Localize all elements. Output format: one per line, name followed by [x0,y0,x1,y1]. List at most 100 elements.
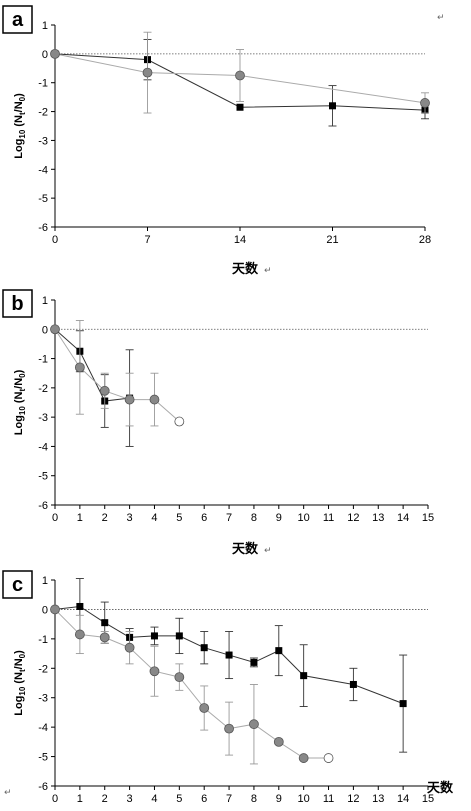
data-point-square [225,651,233,659]
series-line [54,328,130,402]
data-point-square [275,647,283,655]
panel-label: c [12,574,23,596]
data-point-square [349,680,357,688]
data-point-circle [50,604,60,615]
y-tick-label: -1 [38,78,48,90]
x-tick-label: 11 [323,512,334,524]
data-point-square [236,103,244,111]
y-tick-label: -4 [38,164,48,176]
return-mark: ↵ [437,13,445,23]
data-point-square [150,632,158,640]
y-tick-label: 0 [42,49,48,61]
data-point-circle [149,394,160,405]
data-point-circle [124,394,135,405]
x-tick-label: 14 [397,512,409,524]
panel-label: b [11,293,23,315]
y-tick-label: -3 [38,412,48,424]
y-tick-label: 1 [42,20,48,32]
panel-label: a [12,9,24,31]
data-point-circle [74,629,85,640]
data-point-circle [50,48,60,59]
x-tick-label: 11 [323,793,334,805]
x-tick-label: 6 [201,793,207,805]
data-point-open-circle [323,753,334,763]
x-tick-label: 4 [151,793,157,805]
y-axis-label: Log10 (Nt/N0) [13,93,27,159]
x-tick-label: 2 [102,512,108,524]
x-tick-label: 9 [276,793,282,805]
data-point-circle [273,736,284,747]
series-line [54,609,329,759]
y-tick-label: -2 [38,383,48,395]
x-axis-label: 天数 [427,780,454,796]
x-tick-label: 8 [251,512,257,524]
data-point-square [329,102,336,110]
x-tick-label: 14 [234,234,246,246]
x-tick-label: 21 [326,234,338,246]
data-point-circle [224,723,234,734]
y-tick-label: -5 [38,471,48,483]
x-tick-label: 1 [77,512,83,524]
x-axis-label: 天数 [232,261,259,277]
y-tick-label: 1 [42,295,48,307]
data-point-circle [149,666,160,677]
x-tick-label: 2 [102,793,108,805]
panel-label-box [2,5,33,34]
panel-label-box [2,289,33,318]
data-point-circle [199,703,210,713]
data-point-square [101,619,109,627]
data-point-circle [74,362,85,373]
y-axis-label: Log10 (Nt/N0) [13,650,27,716]
y-tick-label: -5 [38,752,48,764]
y-axis-label: Log10 (Nt/N0) [13,369,27,435]
data-point-circle [249,719,259,730]
y-tick-label: -1 [38,354,48,366]
x-tick-label: 0 [52,793,58,805]
x-tick-label: 3 [127,793,133,805]
y-tick-label: -2 [38,663,48,675]
y-tick-label: -3 [38,135,48,147]
x-tick-label: 28 [419,234,431,246]
data-point-circle [235,70,245,81]
x-tick-label: 1 [77,793,83,805]
x-tick-label: 6 [201,512,207,524]
x-tick-label: 9 [276,512,282,524]
x-tick-label: 13 [372,512,384,524]
data-point-circle [124,642,135,653]
data-point-square [200,644,208,652]
data-point-square [300,672,308,680]
x-tick-label: 0 [52,512,58,524]
return-mark: ↵ [264,546,272,556]
x-tick-label: 7 [226,793,232,805]
x-tick-label: 14 [397,793,409,805]
data-point-circle [99,385,110,396]
x-tick-label: 15 [422,512,434,524]
y-tick-label: -5 [38,193,48,205]
return-mark: ↵ [4,788,12,798]
data-point-circle [99,632,110,643]
x-tick-label: 7 [226,512,232,524]
y-tick-label: -2 [38,107,48,119]
series-line [54,329,180,422]
data-point-square [399,700,407,708]
data-point-circle [420,98,430,108]
y-tick-label: -4 [38,722,48,734]
x-tick-label: 7 [144,234,150,246]
x-tick-label: 13 [372,793,384,805]
y-tick-label: 1 [42,575,48,587]
panel-label-box [2,570,33,599]
y-tick-label: -4 [38,441,48,453]
x-tick-label: 10 [298,512,310,524]
x-tick-label: 12 [347,512,359,524]
y-tick-label: 0 [42,324,48,336]
x-tick-label: 8 [251,793,257,805]
data-point-circle [298,753,309,763]
x-tick-label: 10 [298,793,310,805]
y-tick-label: -6 [38,222,48,234]
x-tick-label: 4 [151,512,157,524]
data-point-circle [142,67,153,78]
x-tick-label: 3 [127,512,133,524]
return-mark: ↵ [264,266,272,276]
x-tick-label: 0 [52,234,58,246]
